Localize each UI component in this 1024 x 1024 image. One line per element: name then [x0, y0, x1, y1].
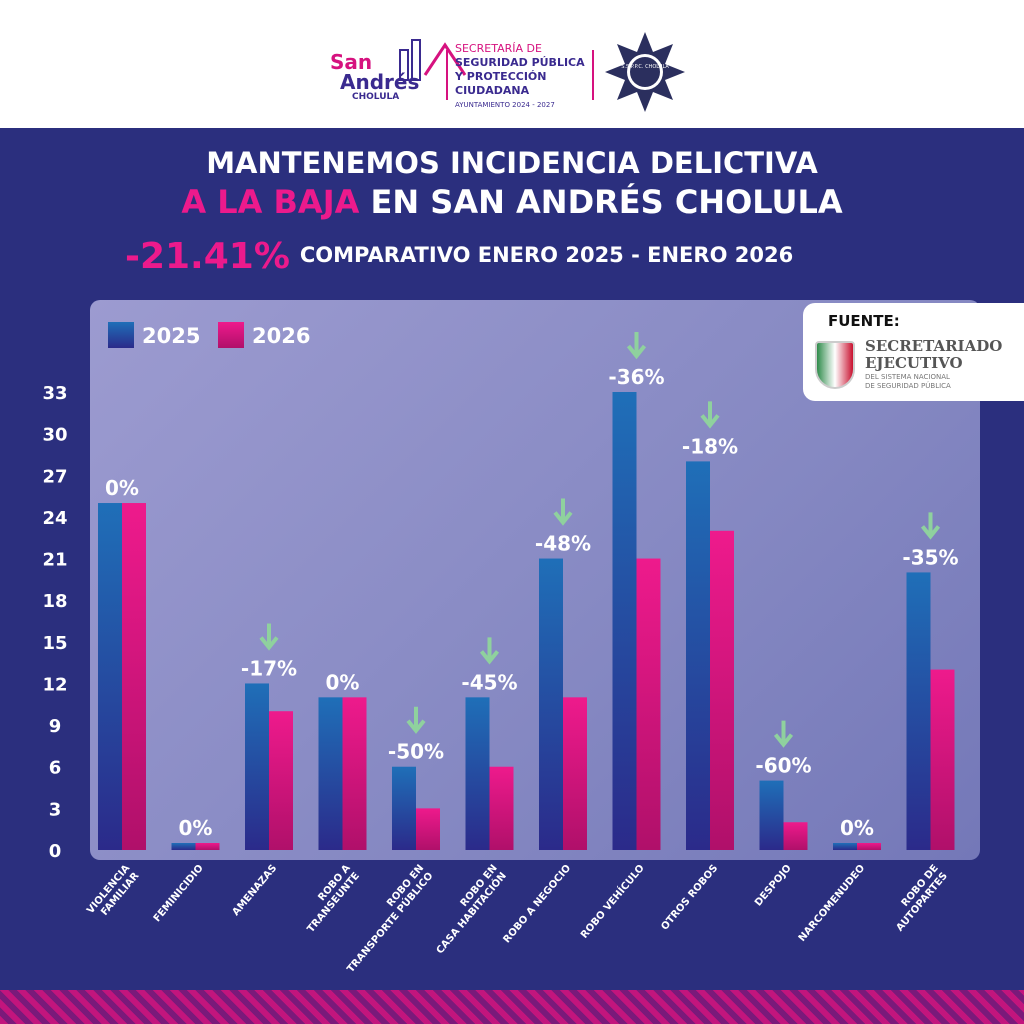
category-label: ROBO VEHÍCULO [577, 862, 646, 941]
category-label: ROBO DEAUTOPARTES [885, 863, 950, 934]
y-tick-label: 12 [42, 674, 67, 695]
down-arrow-icon [773, 720, 794, 748]
down-arrow-icon [259, 623, 279, 651]
header: San Andrés CHOLULA SECRETARÍA DE SEGURID… [0, 0, 1024, 128]
bar-2025 [171, 843, 196, 850]
bar-2026 [930, 669, 955, 850]
bar-2026 [269, 711, 293, 850]
change-label: -18% [682, 434, 738, 458]
change-label: -17% [241, 656, 297, 680]
y-tick-label: 15 [42, 633, 67, 654]
y-tick-label: 24 [42, 508, 67, 529]
change-label: 0% [326, 670, 360, 694]
secretariado-shield-icon [815, 341, 855, 389]
bar-2026 [489, 766, 514, 850]
bar-2025 [245, 683, 269, 850]
bar-2025 [759, 780, 784, 850]
title-line2: A LA BAJA EN SAN ANDRÉS CHOLULA [181, 183, 843, 221]
san-andres-logo: San Andrés CHOLULA [330, 39, 467, 102]
bar-2026 [710, 530, 734, 850]
category-label: ROBO A NEGOCIO [502, 863, 574, 946]
y-tick-label: 30 [42, 425, 67, 446]
comparison-label: COMPARATIVO ENERO 2025 - ENERO 2026 [299, 243, 794, 267]
category-label: ROBO ATRANSEUNTE [296, 863, 362, 935]
change-label: -35% [902, 545, 958, 569]
bar-2026 [783, 822, 808, 850]
bar-2026 [563, 697, 587, 850]
legend-swatch-2025 [108, 322, 134, 348]
y-tick-label: 9 [49, 716, 62, 737]
bar-2025 [906, 572, 931, 850]
bar-2026 [342, 697, 367, 850]
category-label: NARCOMENUDEO [797, 863, 867, 944]
category-label: OTROS ROBOS [659, 863, 720, 933]
y-tick-label: 18 [42, 591, 67, 612]
category-label: VIOLENCIAFAMILIAR [85, 863, 142, 924]
bar-2025 [465, 697, 490, 850]
change-label: 0% [105, 476, 139, 500]
divider [446, 50, 448, 100]
bar-2026 [122, 503, 146, 850]
bar-2025 [833, 843, 857, 850]
down-arrow-icon [553, 498, 573, 526]
secretaria-text: SECRETARÍA DE SEGURIDAD PÚBLICA Y PROTEC… [455, 42, 585, 109]
divider [592, 50, 594, 100]
total-change: -21.41% [125, 236, 290, 277]
legend-2026: 2026 [218, 322, 310, 348]
category-label: FEMINICIDIO [152, 863, 206, 924]
bar-2026 [636, 558, 661, 850]
y-tick-label: 33 [42, 383, 67, 404]
change-label: -48% [535, 532, 591, 556]
subtitle: -21.41% COMPARATIVO ENERO 2025 - ENERO 20… [125, 236, 793, 277]
source-box: FUENTE: SECRETARIADO EJECUTIVO DEL SISTEM… [803, 303, 1024, 401]
bar-2026 [195, 843, 220, 850]
change-label: -50% [388, 740, 444, 764]
down-arrow-icon [700, 401, 720, 429]
y-tick-label: 0 [49, 841, 62, 862]
bar-2025 [686, 461, 710, 850]
change-label: -36% [608, 365, 664, 389]
bar-2025 [392, 766, 416, 850]
decorative-footer-pattern [0, 990, 1024, 1024]
down-arrow-icon [920, 512, 941, 540]
down-arrow-icon [406, 706, 426, 734]
bar-2025 [318, 697, 343, 850]
bar-2025 [612, 392, 637, 850]
y-tick-label: 6 [49, 758, 62, 779]
y-tick-label: 3 [49, 799, 62, 820]
down-arrow-icon [626, 332, 647, 360]
change-label: -45% [461, 670, 517, 694]
bar-2026 [416, 808, 440, 850]
change-label: 0% [179, 816, 213, 840]
bar-2026 [857, 843, 881, 850]
category-label: DESPOJO [753, 863, 794, 909]
bar-2025 [539, 558, 563, 850]
legend-swatch-2026 [218, 322, 244, 348]
category-label: AMENAZAS [230, 863, 279, 918]
y-tick-label: 21 [42, 550, 67, 571]
change-label: 0% [840, 816, 874, 840]
badge-text: S.S.P.P.C. CHOLULA [621, 64, 669, 70]
y-tick-label: 27 [42, 466, 67, 487]
category-label: ROBO ENCASA HABITACIÓN [425, 863, 509, 956]
down-arrow-icon [479, 637, 500, 665]
police-badge-icon: S.S.P.P.C. CHOLULA [605, 32, 685, 112]
buildings-icon [399, 39, 467, 81]
title-line1: MANTENEMOS INCIDENCIA DELICTIVA [206, 146, 818, 180]
legend-2025: 2025 [108, 322, 200, 348]
bar-2025 [98, 503, 122, 850]
change-label: -60% [755, 754, 811, 778]
